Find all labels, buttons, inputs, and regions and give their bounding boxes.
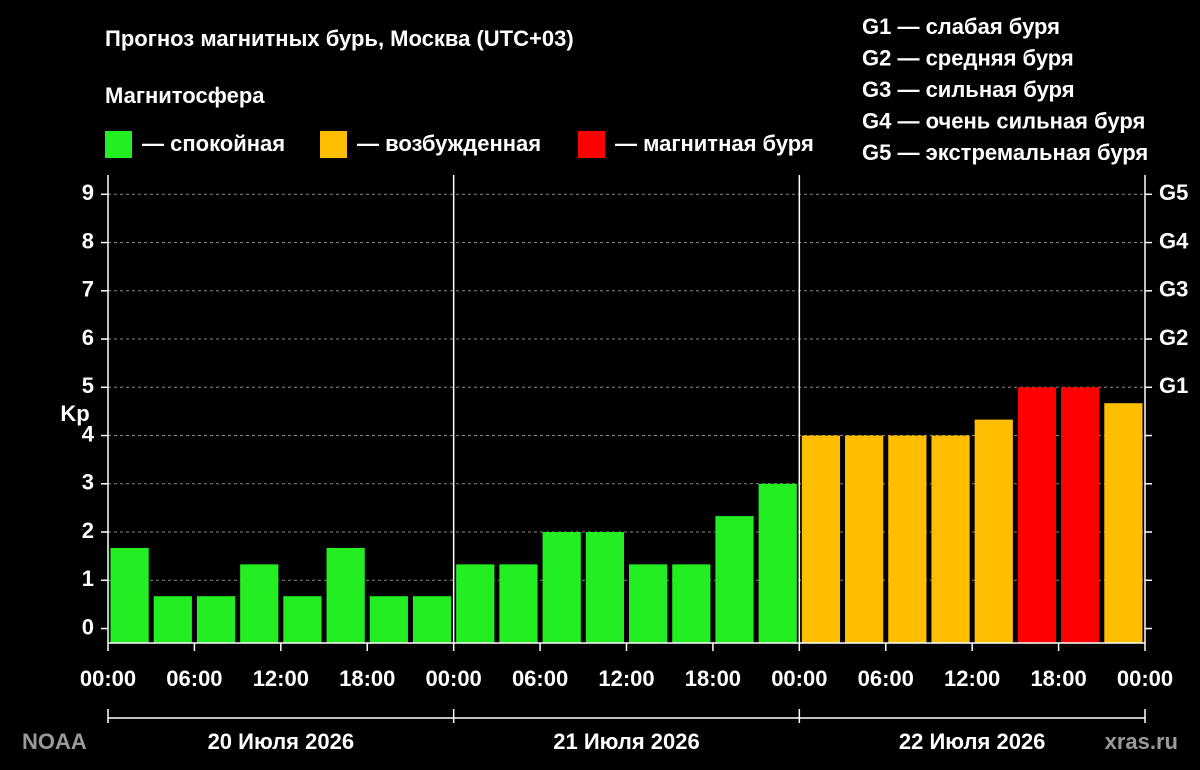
y-tick-label: 8 xyxy=(82,228,94,253)
bar xyxy=(369,596,408,643)
y2-tick-label: G3 xyxy=(1159,277,1188,302)
bar xyxy=(110,547,149,643)
source: NOAA xyxy=(22,729,87,754)
y-tick-label: 2 xyxy=(82,518,94,543)
y-tick-label: 4 xyxy=(82,421,95,446)
x-tick-label: 06:00 xyxy=(512,666,568,691)
bar xyxy=(758,483,797,643)
storm-level: G3 — сильная буря xyxy=(862,77,1075,102)
x-tick-label: 12:00 xyxy=(944,666,1000,691)
y2-tick-label: G5 xyxy=(1159,180,1188,205)
day-label: 21 Июля 2026 xyxy=(553,729,700,754)
y-tick-label: 5 xyxy=(82,373,94,398)
bar xyxy=(931,435,970,643)
y-tick-label: 7 xyxy=(82,277,94,302)
bar xyxy=(326,547,365,643)
y2-tick-label: G2 xyxy=(1159,325,1188,350)
legend-title: Магнитосфера xyxy=(105,83,265,108)
x-tick-label: 00:00 xyxy=(771,666,827,691)
y-tick-label: 6 xyxy=(82,325,94,350)
bar xyxy=(283,596,322,643)
legend-swatch xyxy=(320,131,347,158)
bar xyxy=(240,564,279,643)
x-tick-label: 18:00 xyxy=(339,666,395,691)
x-tick-label: 18:00 xyxy=(685,666,741,691)
x-tick-label: 06:00 xyxy=(858,666,914,691)
storm-level: G5 — экстремальная буря xyxy=(862,140,1148,165)
bar xyxy=(196,596,236,643)
storm-level: G1 — слабая буря xyxy=(862,14,1060,39)
legend-label: — магнитная буря xyxy=(615,131,814,156)
day-label: 20 Июля 2026 xyxy=(208,729,355,754)
bar xyxy=(629,564,668,643)
x-tick-label: 00:00 xyxy=(426,666,482,691)
y-tick-label: 0 xyxy=(82,614,94,639)
y2-tick-label: G4 xyxy=(1159,228,1189,253)
y-tick-label: 9 xyxy=(82,180,94,205)
bar xyxy=(1017,387,1057,643)
site: xras.ru xyxy=(1105,729,1178,754)
bar xyxy=(801,435,841,643)
bar xyxy=(1061,387,1100,643)
x-tick-label: 00:00 xyxy=(1117,666,1173,691)
y-axis-label: Kp xyxy=(60,401,89,426)
chart-title: Прогноз магнитных бурь, Москва (UTC+03) xyxy=(105,26,574,51)
bar xyxy=(542,532,581,643)
legend-label: — возбужденная xyxy=(357,131,541,156)
y2-tick-label: G1 xyxy=(1159,373,1188,398)
x-tick-label: 18:00 xyxy=(1030,666,1086,691)
bar xyxy=(974,419,1013,643)
y-tick-label: 1 xyxy=(82,566,94,591)
bar xyxy=(585,532,624,643)
legend-swatch xyxy=(105,131,132,158)
bar xyxy=(715,516,754,643)
day-label: 22 Июля 2026 xyxy=(899,729,1046,754)
storm-level: G4 — очень сильная буря xyxy=(862,108,1145,133)
bar xyxy=(412,596,452,643)
bar xyxy=(888,435,927,643)
legend-label: — спокойная xyxy=(142,131,285,156)
y-tick-label: 3 xyxy=(82,470,94,495)
x-tick-label: 06:00 xyxy=(166,666,222,691)
bar xyxy=(153,596,192,643)
x-tick-label: 00:00 xyxy=(80,666,136,691)
bar xyxy=(456,564,495,643)
bar xyxy=(672,564,711,643)
bar xyxy=(845,435,884,643)
x-tick-label: 12:00 xyxy=(253,666,309,691)
x-tick-label: 12:00 xyxy=(598,666,654,691)
bar xyxy=(499,564,538,643)
legend-swatch xyxy=(578,131,605,158)
storm-level: G2 — средняя буря xyxy=(862,45,1074,70)
bar xyxy=(1104,403,1143,643)
